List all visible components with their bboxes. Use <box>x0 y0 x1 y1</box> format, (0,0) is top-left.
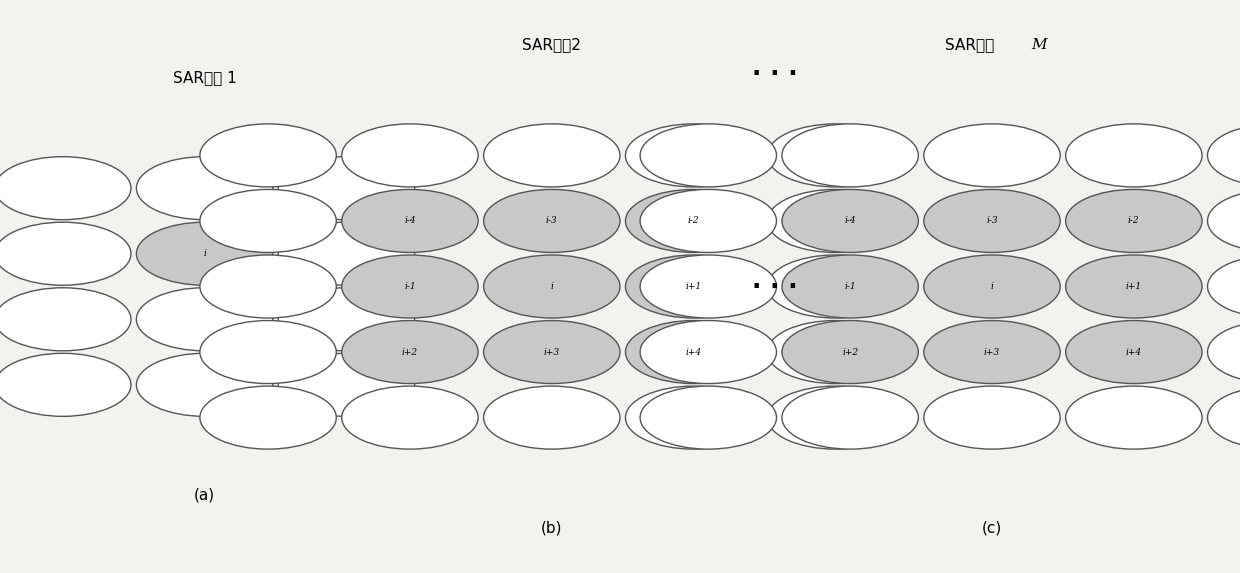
Circle shape <box>0 156 131 219</box>
Text: i-3: i-3 <box>986 217 998 225</box>
Text: i+2: i+2 <box>842 348 858 356</box>
Circle shape <box>1065 320 1202 383</box>
Circle shape <box>136 354 273 417</box>
Text: i: i <box>203 249 206 258</box>
Circle shape <box>342 386 479 449</box>
Text: i-1: i-1 <box>844 282 856 291</box>
Circle shape <box>625 190 761 253</box>
Circle shape <box>924 255 1060 318</box>
Circle shape <box>625 386 761 449</box>
Text: SAR图像: SAR图像 <box>945 38 994 53</box>
Text: i+1: i+1 <box>1126 282 1142 291</box>
Circle shape <box>484 386 620 449</box>
Text: · · ·: · · · <box>753 274 797 299</box>
Text: SAR图像 1: SAR图像 1 <box>172 70 237 85</box>
Circle shape <box>782 320 919 383</box>
Circle shape <box>136 288 273 351</box>
Circle shape <box>640 190 776 253</box>
Circle shape <box>200 190 336 253</box>
Circle shape <box>924 124 1060 187</box>
Circle shape <box>924 190 1060 253</box>
Text: i+4: i+4 <box>686 348 702 356</box>
Circle shape <box>1208 386 1240 449</box>
Circle shape <box>1208 255 1240 318</box>
Text: M: M <box>1032 38 1047 52</box>
Text: i: i <box>991 282 993 291</box>
Circle shape <box>924 386 1060 449</box>
Text: · · ·: · · · <box>753 62 797 87</box>
Circle shape <box>0 222 131 285</box>
Text: i-2: i-2 <box>1128 217 1140 225</box>
Circle shape <box>342 255 479 318</box>
Circle shape <box>625 255 761 318</box>
Text: i-1: i-1 <box>404 282 415 291</box>
Circle shape <box>640 320 776 383</box>
Circle shape <box>200 255 336 318</box>
Circle shape <box>1208 190 1240 253</box>
Text: (a): (a) <box>193 488 216 503</box>
Circle shape <box>136 222 273 285</box>
Circle shape <box>625 320 761 383</box>
Text: i-2: i-2 <box>688 217 699 225</box>
Text: SAR图像2: SAR图像2 <box>522 38 582 53</box>
Circle shape <box>342 320 479 383</box>
Circle shape <box>782 255 919 318</box>
Circle shape <box>1208 320 1240 383</box>
Text: i-4: i-4 <box>844 217 856 225</box>
Circle shape <box>768 255 904 318</box>
Circle shape <box>625 124 761 187</box>
Circle shape <box>640 124 776 187</box>
Circle shape <box>278 156 414 219</box>
Circle shape <box>342 124 479 187</box>
Circle shape <box>1065 386 1202 449</box>
Circle shape <box>136 156 273 219</box>
Circle shape <box>782 124 919 187</box>
Text: i+1: i+1 <box>686 282 702 291</box>
Circle shape <box>1065 124 1202 187</box>
Circle shape <box>768 386 904 449</box>
Circle shape <box>768 124 904 187</box>
Circle shape <box>200 124 336 187</box>
Circle shape <box>484 255 620 318</box>
Text: i+4: i+4 <box>1126 348 1142 356</box>
Text: i-4: i-4 <box>404 217 415 225</box>
Text: (b): (b) <box>541 520 563 535</box>
Circle shape <box>1208 124 1240 187</box>
Circle shape <box>0 288 131 351</box>
Circle shape <box>200 386 336 449</box>
Circle shape <box>640 386 776 449</box>
Text: (c): (c) <box>982 520 1002 535</box>
Circle shape <box>200 320 336 383</box>
Circle shape <box>484 320 620 383</box>
Text: i+3: i+3 <box>543 348 560 356</box>
Circle shape <box>640 255 776 318</box>
Circle shape <box>768 320 904 383</box>
Text: i-3: i-3 <box>546 217 558 225</box>
Circle shape <box>342 190 479 253</box>
Circle shape <box>782 386 919 449</box>
Circle shape <box>768 190 904 253</box>
Circle shape <box>278 222 414 285</box>
Circle shape <box>484 124 620 187</box>
Circle shape <box>0 354 131 417</box>
Circle shape <box>484 190 620 253</box>
Circle shape <box>1065 190 1202 253</box>
Circle shape <box>782 190 919 253</box>
Circle shape <box>1065 255 1202 318</box>
Text: i+3: i+3 <box>983 348 1001 356</box>
Circle shape <box>924 320 1060 383</box>
Circle shape <box>278 288 414 351</box>
Text: i: i <box>551 282 553 291</box>
Circle shape <box>278 354 414 417</box>
Text: i+2: i+2 <box>402 348 418 356</box>
